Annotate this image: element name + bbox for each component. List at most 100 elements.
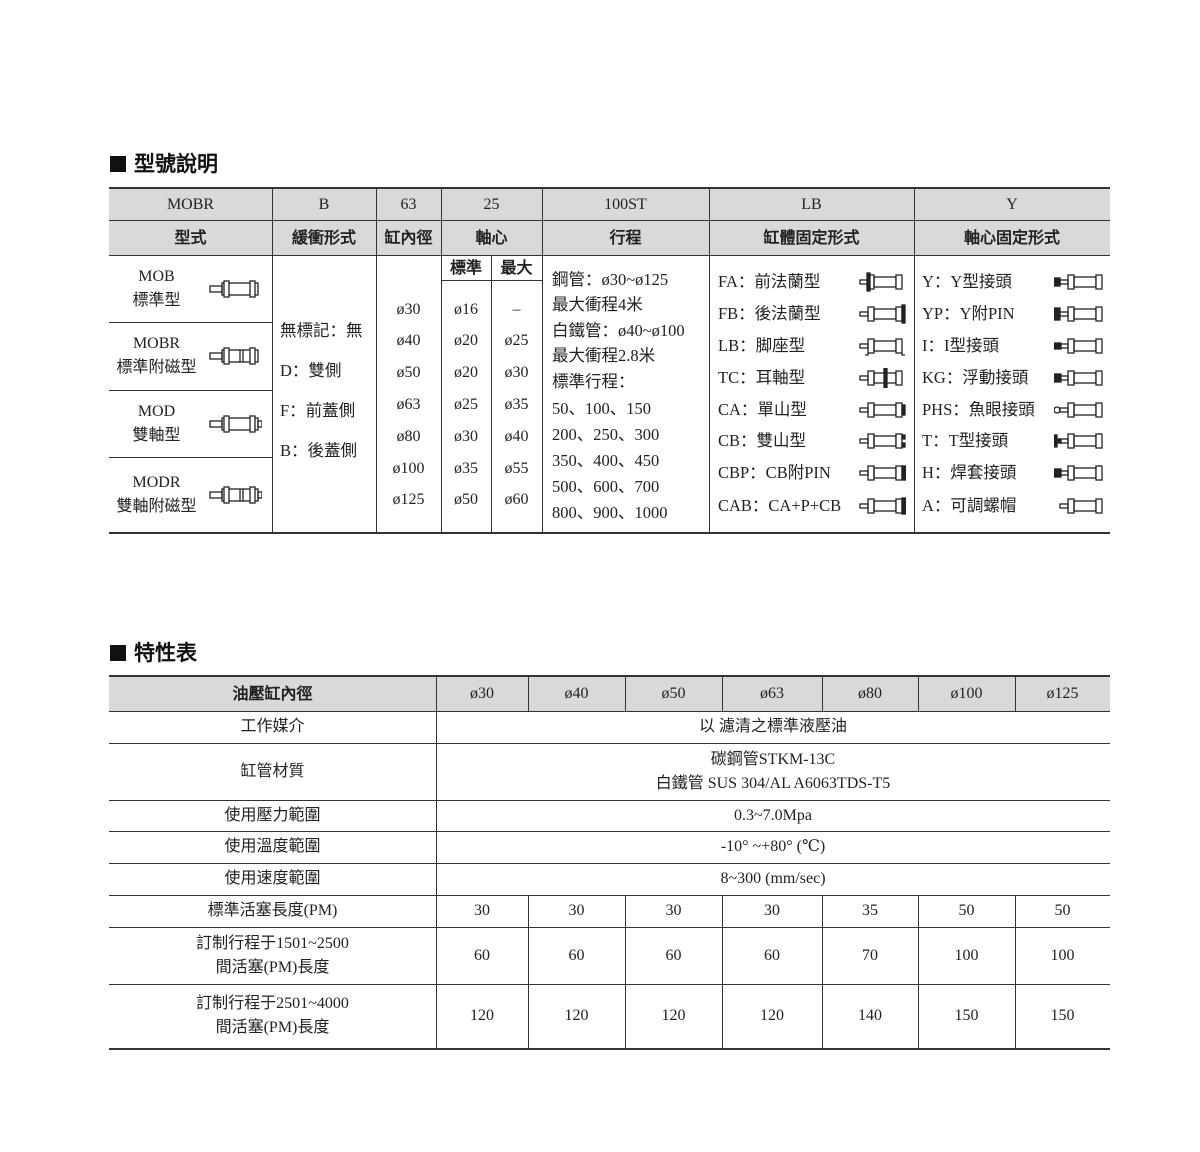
divider [914, 188, 915, 533]
row-label: 訂制行程于2501~4000 間活塞(PM)長度 [109, 984, 436, 1048]
column-header: 缸體固定形式 [763, 228, 860, 247]
value-cell: 120 [470, 1007, 494, 1024]
stroke-line: 標準行程： [552, 372, 635, 391]
divider [109, 984, 1110, 985]
divider [822, 895, 823, 1048]
bore-value: ø100 [392, 460, 425, 477]
type-cell: MOBR 標準附磁型 [109, 322, 204, 390]
cushion-option: B：後蓋側 [280, 441, 358, 460]
type-name: 雙軸型 [132, 426, 181, 444]
divider [918, 676, 919, 711]
divider [109, 895, 1110, 896]
divider [109, 743, 1110, 744]
shaft-max-value: ø60 [504, 491, 529, 508]
rod-mount-label: T：T型接頭 [922, 431, 1009, 450]
value-cell: 120 [661, 1007, 686, 1024]
value-cell: 30 [665, 902, 682, 919]
row-label: 使用溫度範圍 [224, 838, 321, 855]
clevis-combo-icon [854, 496, 907, 521]
bore-value: ø50 [396, 364, 421, 381]
cylinder-double-rod-icon [206, 413, 263, 440]
cushion-option: F：前蓋側 [280, 401, 356, 420]
type-cell: MOB 標準型 [109, 255, 204, 322]
body-mount-label: CB：雙山型 [718, 431, 807, 450]
shaft-std-value: ø16 [454, 301, 478, 318]
section-title: 特性表 [134, 641, 197, 665]
square-bullet-icon [110, 645, 126, 661]
shaft-max-value: – [512, 301, 521, 318]
body-mount-label: TC：耳軸型 [718, 368, 806, 387]
type-name: 雙軸附磁型 [116, 498, 197, 515]
row-value: 以 濾清之標準液壓油 [436, 711, 1110, 743]
shaft-std-header: 標準 [449, 258, 482, 277]
rod-mount-label: A：可調螺帽 [922, 496, 1017, 515]
body-mount-label: FA：前法蘭型 [718, 272, 821, 291]
divider [109, 927, 1110, 928]
row-label: 缸管材質 [240, 762, 305, 780]
value-cell: 70 [862, 946, 878, 964]
divider [491, 255, 492, 533]
bore-header: ø100 [950, 685, 983, 702]
double-clevis-icon [854, 431, 906, 456]
divider [1015, 895, 1016, 1048]
bore-value: ø125 [392, 491, 425, 508]
stroke-line: 500、600、700 [552, 477, 660, 496]
column-header: 軸心固定形式 [963, 228, 1060, 247]
value-cell: 120 [564, 1007, 589, 1024]
divider [109, 532, 1110, 534]
divider [722, 676, 723, 711]
value-cell: 60 [568, 946, 585, 964]
section-model-heading: 型號說明 [110, 148, 218, 178]
body-mount-label: CBP：CB附PIN [718, 463, 831, 482]
shaft-std-value: ø30 [454, 428, 478, 445]
row-value: 0.3~7.0Mpa [436, 800, 1110, 831]
divider [109, 457, 272, 458]
value-cell: 35 [862, 902, 878, 919]
shaft-max-value: ø30 [504, 364, 529, 381]
divider [542, 188, 543, 533]
stroke-line: 200、250、300 [552, 425, 660, 444]
foot-mount-icon [854, 336, 906, 361]
shaft-max-value: ø55 [504, 460, 529, 477]
divider [109, 390, 272, 391]
label-line: 訂制行程于1501~2500 [196, 934, 349, 952]
value-line: 碳鋼管STKM-13C [710, 750, 836, 768]
shaft-std-value: ø35 [454, 460, 478, 477]
value-cell: 50 [1054, 902, 1071, 919]
row-label: 使用速度範圍 [224, 870, 321, 887]
divider [109, 220, 1110, 221]
divider [709, 188, 710, 533]
bore-value: ø63 [396, 396, 421, 413]
bore-header: ø125 [1046, 685, 1079, 702]
cylinder-double-rod-magnetic-icon [206, 484, 263, 511]
label-line: 訂制行程于2501~4000 [196, 995, 349, 1012]
header-label: 油壓缸內徑 [232, 684, 313, 703]
rod-mount-label: YP：Y附PIN [922, 304, 1015, 323]
floating-joint-icon [1053, 368, 1106, 393]
stroke-line: 800、900、1000 [552, 503, 668, 522]
adjust-nut-icon [1054, 496, 1106, 521]
row-value: -10° ~+80° (℃) [436, 831, 1110, 863]
type-code: MOD [137, 402, 176, 420]
divider [528, 895, 529, 1048]
divider [376, 188, 377, 533]
double-clevis-pin-icon [854, 463, 907, 488]
type-code: MOBR [132, 335, 181, 352]
value-line: 0.3~7.0Mpa [734, 806, 812, 824]
value-cell: 150 [1050, 1007, 1075, 1024]
body-mount-label: LB：脚座型 [718, 336, 806, 355]
value-cell: 60 [474, 946, 490, 964]
value-cell: 60 [764, 946, 780, 964]
square-bullet-icon [110, 156, 126, 172]
type-name: 標準型 [132, 291, 181, 309]
value-cell: 50 [958, 902, 975, 919]
label-line: 標準活塞長度(PM) [207, 902, 338, 919]
row-value: 8~300 (mm/sec) [436, 863, 1110, 895]
bore-header: ø80 [858, 685, 882, 702]
body-mount-label: FB：後法蘭型 [718, 304, 821, 323]
model-code-cell: LB [801, 195, 822, 213]
shaft-std-value: ø20 [454, 332, 478, 349]
stroke-line: 最大衝程4米 [552, 295, 643, 314]
model-code-cell: B [318, 195, 330, 213]
